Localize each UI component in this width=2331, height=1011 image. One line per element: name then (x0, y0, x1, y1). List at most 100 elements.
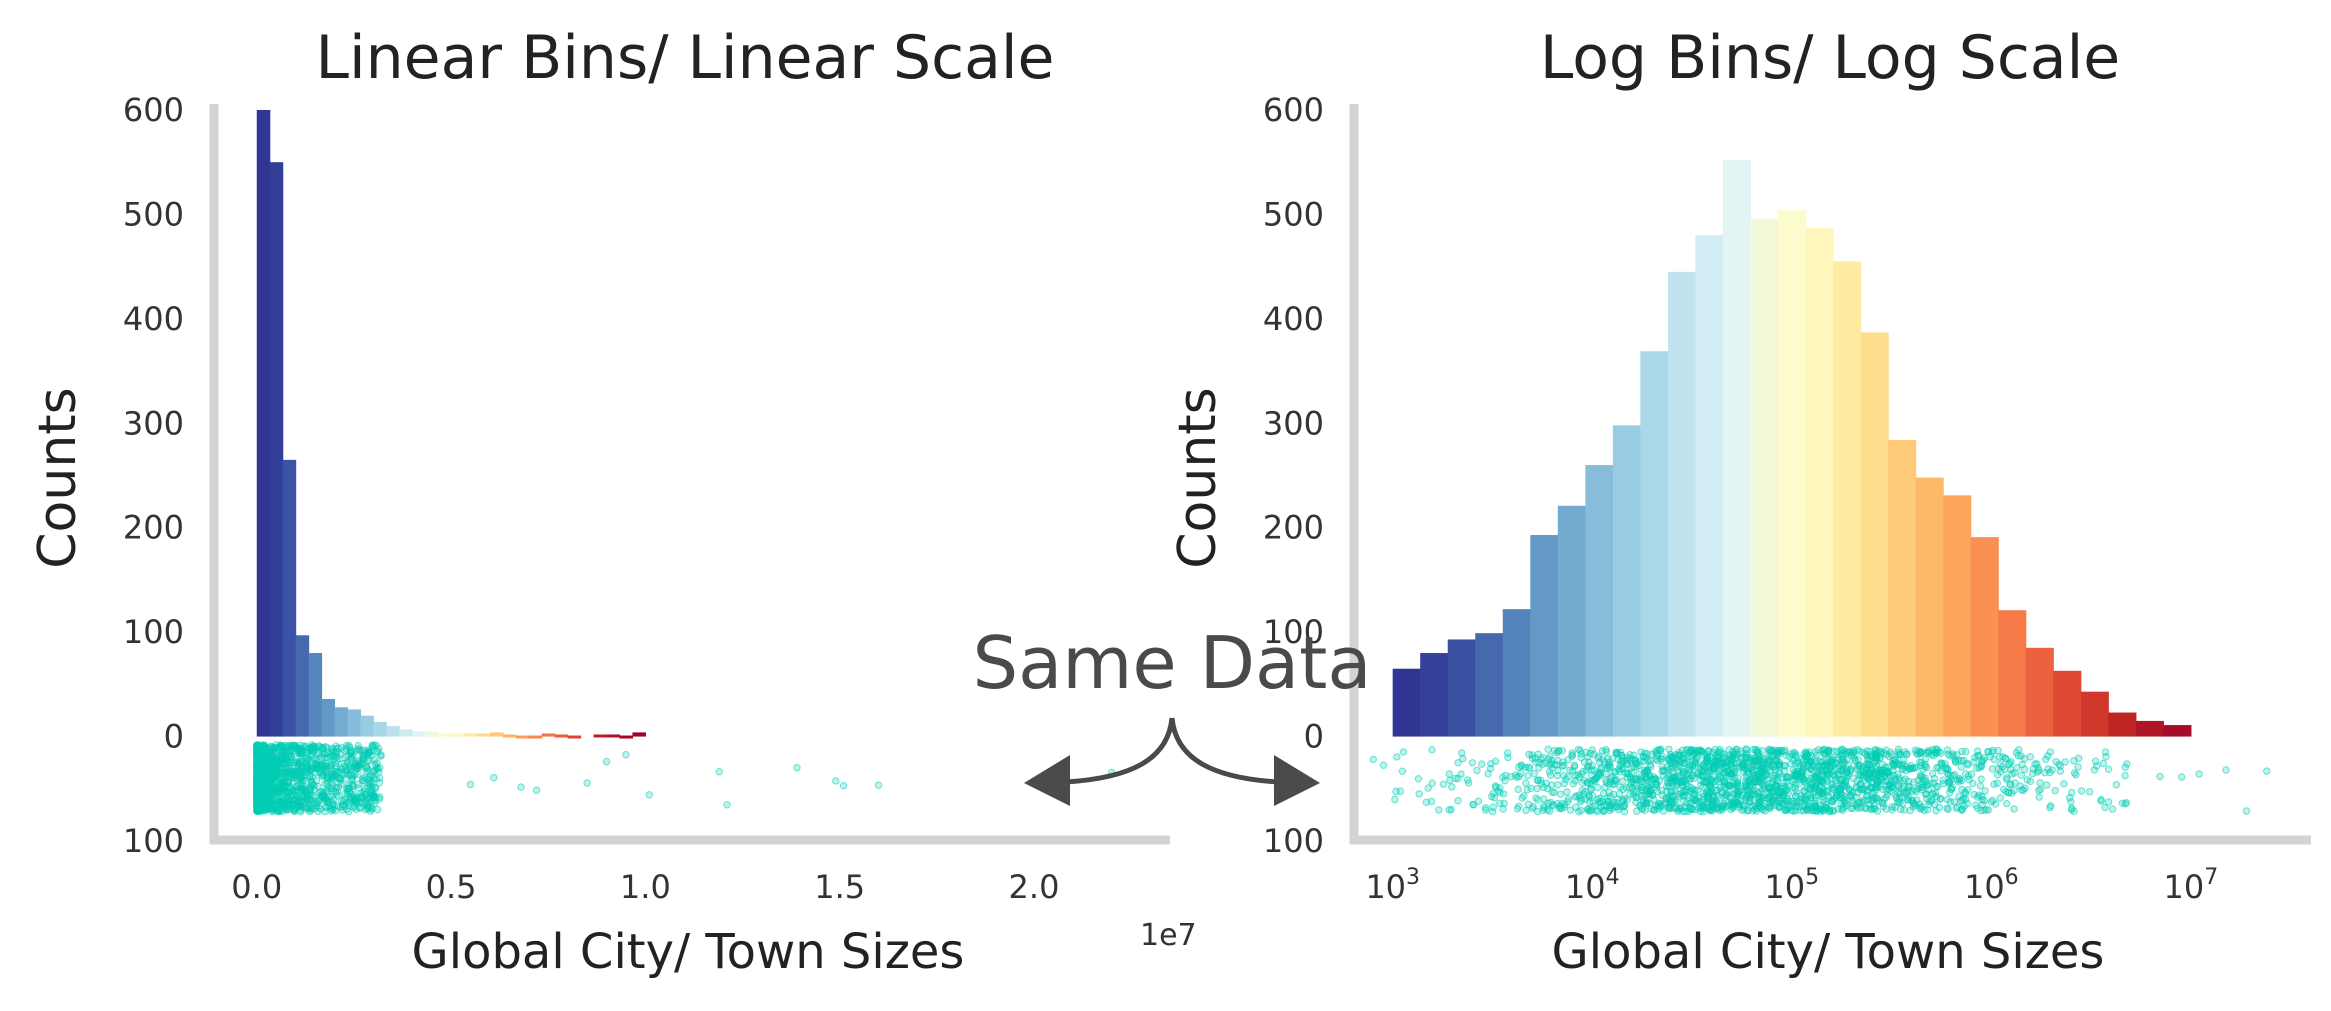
strip-point (282, 805, 290, 814)
strip-point (1967, 770, 1976, 778)
strip-point (256, 754, 265, 763)
strip-point (354, 784, 362, 792)
histogram-bar (464, 733, 478, 737)
strip-point (1554, 781, 1562, 789)
strip-point (1907, 762, 1915, 770)
strip-point (1861, 797, 1869, 805)
y-tick-label: 100 (123, 822, 184, 860)
strip-point (1778, 747, 1786, 755)
histogram-bar (1860, 332, 1889, 737)
strip-point (1457, 770, 1465, 778)
strip-point (1872, 771, 1880, 779)
strip-point (1873, 778, 1881, 786)
strip-point (1424, 784, 1432, 792)
strip-point (1596, 797, 1604, 806)
strip-point (1863, 787, 1871, 795)
strip-point (1672, 782, 1681, 790)
right-arrow-curve (1169, 717, 1279, 785)
histogram-bar (399, 729, 413, 737)
strip-point (1439, 780, 1448, 788)
strip-point (1939, 779, 1947, 788)
strip-point (1522, 779, 1530, 787)
strip-point (1492, 783, 1500, 791)
histogram-bar (373, 721, 387, 737)
strip-point (1473, 766, 1481, 775)
strip-point (1832, 793, 1840, 802)
strip-point (1517, 761, 1525, 769)
strip-point (1957, 756, 1966, 765)
strip-point (1515, 802, 1523, 810)
strip-point (2101, 803, 2109, 812)
strip-point (1775, 803, 1783, 811)
strip-point (1482, 806, 1490, 814)
histogram-bar (412, 731, 426, 737)
strip-point (1696, 807, 1705, 815)
y-tick-label: 500 (123, 195, 184, 233)
strip-point (1674, 751, 1683, 759)
strip-point (1578, 779, 1587, 787)
strip-point (1765, 788, 1774, 797)
strip-point (1969, 779, 1977, 788)
strip-point (364, 748, 372, 756)
strip-point (1546, 752, 1554, 761)
strip-point (1822, 803, 1830, 812)
strip-point (2222, 766, 2230, 774)
strip-point (1663, 763, 1672, 771)
strip-point (1935, 803, 1944, 812)
strip-point (2046, 748, 2055, 756)
strip-point (1995, 753, 2004, 761)
left-x-offset-label: 1e7 (1140, 918, 1197, 953)
strip-point (1773, 781, 1781, 790)
x-tick-label: 0.0 (231, 868, 282, 906)
strip-point (1722, 790, 1731, 798)
strip-point (256, 799, 264, 808)
strip-point (1562, 775, 1570, 784)
histogram-bar (360, 715, 374, 737)
strip-point (1620, 808, 1629, 816)
strip-point (1790, 748, 1798, 757)
strip-point (1529, 802, 1538, 811)
strip-point (1759, 806, 1767, 814)
strip-point (1571, 793, 1579, 801)
strip-point (1687, 745, 1696, 754)
strip-point (2026, 777, 2035, 785)
histogram-bar (2053, 670, 2082, 737)
strip-point (2036, 779, 2044, 787)
strip-point (1399, 748, 1408, 756)
strip-point (324, 798, 332, 806)
histogram-bar (502, 734, 517, 738)
strip-point (1766, 799, 1774, 807)
strip-point (1823, 766, 1831, 775)
strip-point (1379, 761, 1388, 769)
strip-point (1663, 787, 1671, 796)
strip-point (1641, 791, 1649, 799)
y-tick-label: 0 (1304, 718, 1324, 756)
strip-point (307, 752, 316, 760)
strip-point (1970, 758, 1978, 766)
histogram-bar (593, 734, 608, 738)
strip-point (2242, 807, 2251, 815)
strip-point (1907, 796, 1916, 805)
strip-point (343, 787, 352, 795)
strip-point (1957, 763, 1965, 771)
strip-point (1950, 798, 1959, 806)
strip-point (354, 795, 362, 803)
histogram-bar (308, 653, 323, 737)
strip-point (264, 780, 272, 789)
strip-point (1804, 751, 1812, 759)
strip-point (1726, 753, 1734, 762)
left-x-ticks: 0.0 0.5 1.0 1.5 2.0 (231, 868, 1059, 906)
strip-point (1751, 761, 1759, 770)
histogram-bar (2025, 647, 2054, 737)
strip-point (297, 750, 306, 758)
strip-point (2067, 806, 2076, 814)
strip-point (1605, 758, 1614, 766)
strip-point (260, 767, 268, 775)
strip-point (1819, 796, 1827, 805)
x-tick-label: 1.5 (814, 868, 865, 906)
histogram-bar (2135, 720, 2164, 737)
strip-point (1716, 784, 1724, 792)
strip-point (1708, 778, 1717, 787)
strip-point (377, 751, 385, 759)
strip-point (1630, 780, 1639, 788)
